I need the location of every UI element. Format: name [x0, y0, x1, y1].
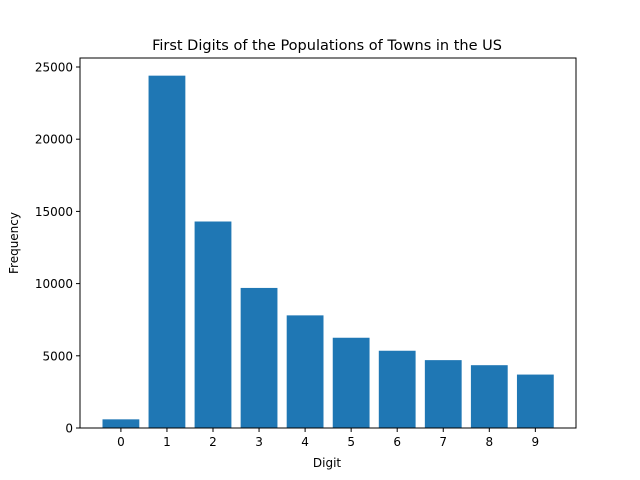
bar-digit-4 — [286, 315, 324, 428]
x-axis-ticks: 0 1 2 3 4 5 6 7 8 9 — [117, 428, 539, 449]
x-tick-label: 9 — [532, 435, 540, 449]
plot-area-frame — [79, 57, 577, 429]
x-tick-label: 4 — [301, 435, 309, 449]
bar-digit-0 — [102, 419, 140, 428]
y-tick-label: 15000 — [35, 205, 73, 219]
bar-digit-7 — [424, 360, 462, 428]
bar-digit-2 — [194, 221, 232, 428]
bar-digit-3 — [240, 287, 278, 428]
y-axis-label: Frequency — [7, 212, 21, 274]
x-axis-label: Digit — [313, 456, 342, 470]
bar-digit-6 — [378, 350, 416, 428]
y-tick-label: 10000 — [35, 277, 73, 291]
x-tick-label: 5 — [347, 435, 355, 449]
y-tick-label: 20000 — [35, 133, 73, 147]
x-tick-label: 0 — [117, 435, 125, 449]
x-tick-label: 2 — [209, 435, 217, 449]
y-tick-label: 25000 — [35, 61, 73, 75]
y-tick-label: 0 — [65, 422, 73, 436]
x-tick-label: 1 — [163, 435, 171, 449]
y-tick-label: 5000 — [42, 349, 73, 363]
bar-digit-5 — [332, 337, 370, 428]
x-tick-label: 6 — [393, 435, 401, 449]
chart-title: First Digits of the Populations of Towns… — [152, 38, 502, 54]
bar-digit-8 — [470, 365, 508, 428]
y-axis-ticks: 0 5000 10000 15000 20000 25000 — [35, 61, 80, 436]
bars-group — [102, 75, 554, 428]
bar-digit-1 — [148, 75, 186, 428]
bar-digit-9 — [516, 374, 554, 428]
x-tick-label: 7 — [439, 435, 447, 449]
x-tick-label: 8 — [485, 435, 493, 449]
x-tick-label: 3 — [255, 435, 263, 449]
